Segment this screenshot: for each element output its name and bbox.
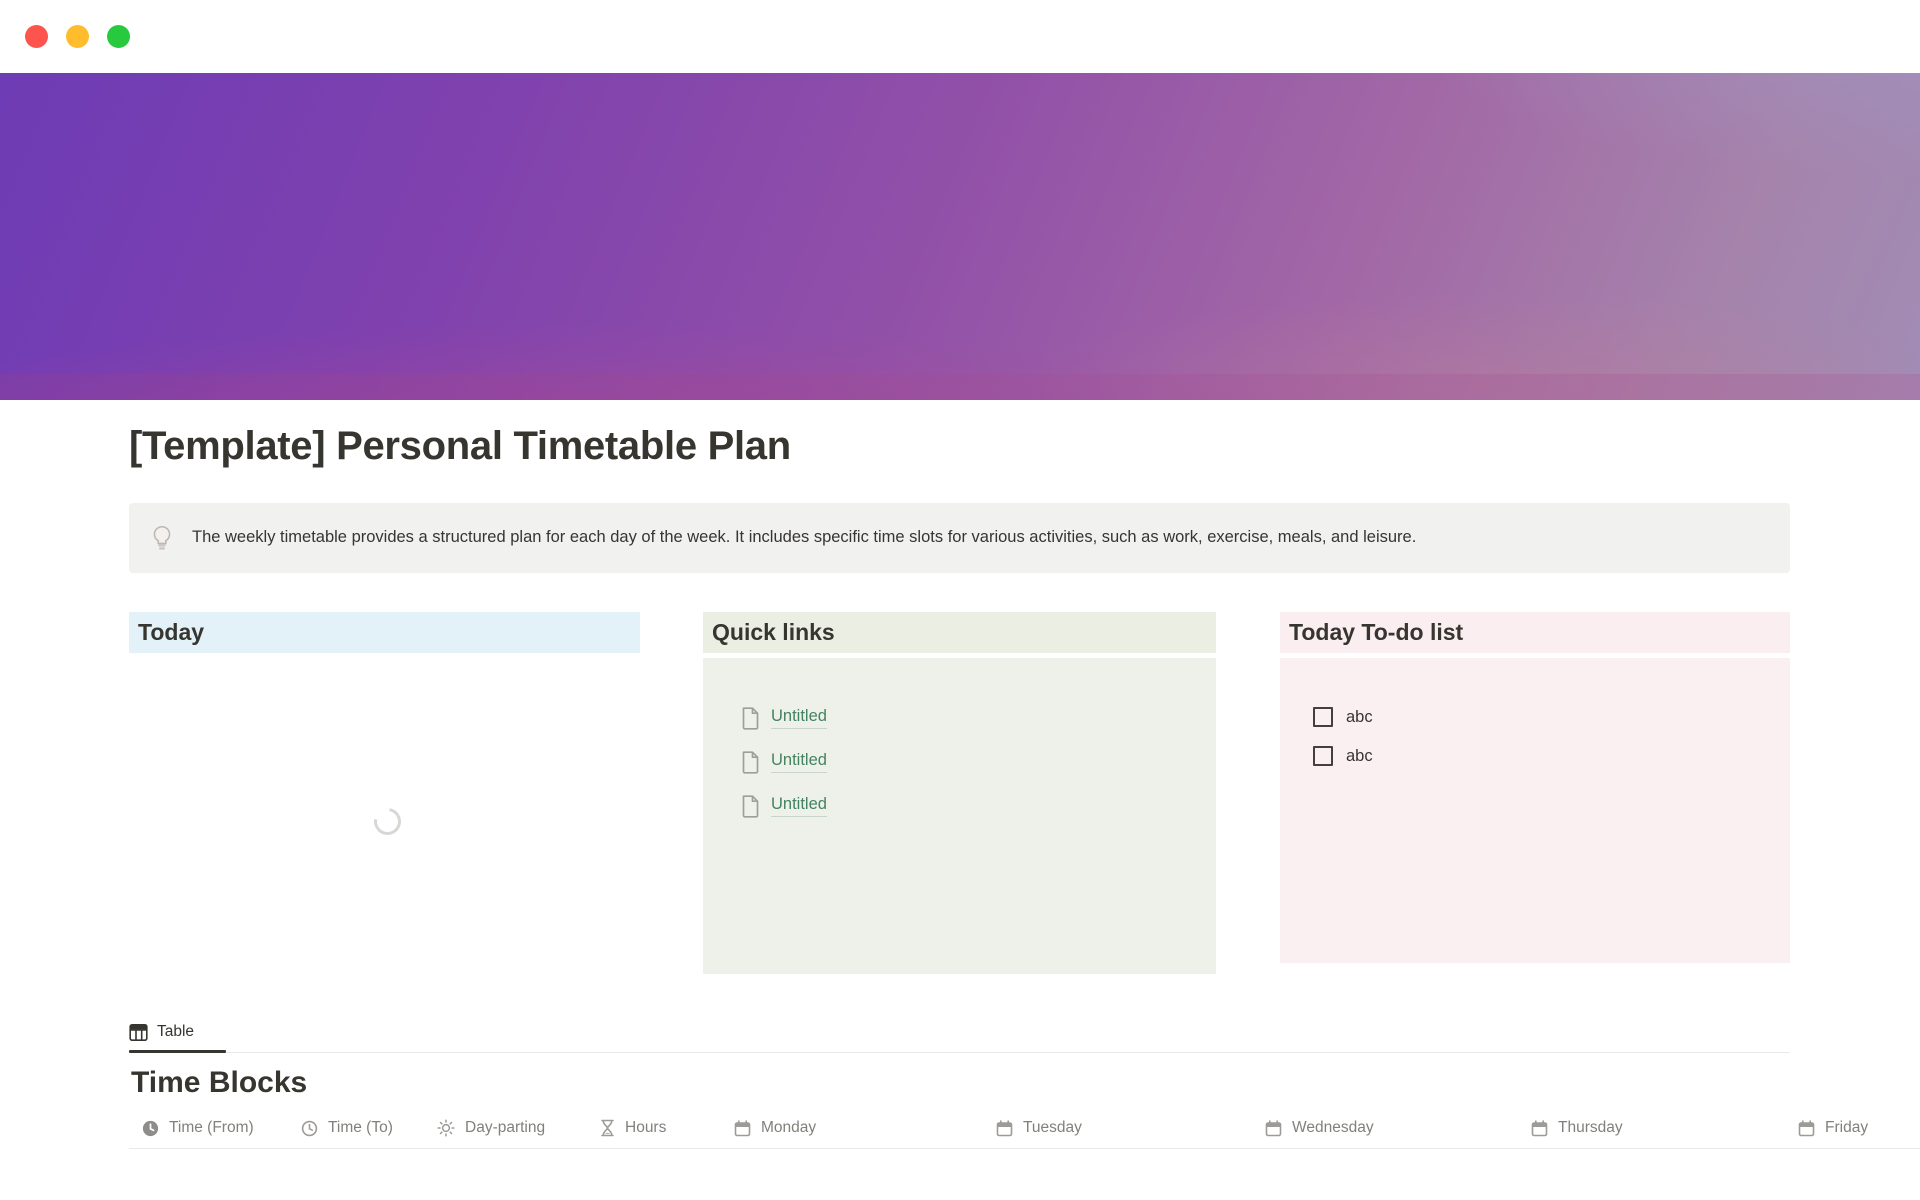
- quick-link-label[interactable]: Untitled: [771, 707, 827, 729]
- column-header-thursday[interactable]: Thursday: [1518, 1108, 1785, 1148]
- todo-section-header[interactable]: Today To-do list: [1280, 612, 1790, 653]
- tab-active-underline: [129, 1050, 226, 1053]
- quick-links-section-header[interactable]: Quick links: [703, 612, 1216, 653]
- quick-link-label[interactable]: Untitled: [771, 751, 827, 773]
- sun-icon: [437, 1119, 455, 1137]
- quick-link-item[interactable]: Untitled: [741, 704, 1216, 732]
- quick-link-item[interactable]: Untitled: [741, 792, 1216, 820]
- column-header-monday[interactable]: Monday: [721, 1108, 983, 1148]
- quick-links-panel: Untitled Untitled Untitled: [703, 658, 1216, 974]
- table-header-row: Time (From) Time (To) Day-parting: [129, 1108, 1920, 1149]
- column-header-tuesday[interactable]: Tuesday: [983, 1108, 1252, 1148]
- close-button[interactable]: [25, 25, 48, 48]
- column-header-time-from[interactable]: Time (From): [129, 1108, 288, 1148]
- callout-block[interactable]: The weekly timetable provides a structur…: [129, 503, 1790, 573]
- zoom-button[interactable]: [107, 25, 130, 48]
- column-header-time-to[interactable]: Time (To): [288, 1108, 424, 1148]
- lightbulb-icon: [149, 524, 175, 552]
- page-icon: [741, 706, 760, 730]
- calendar-icon: [1531, 1119, 1548, 1137]
- calendar-icon: [734, 1119, 751, 1137]
- todo-item: abc: [1313, 742, 1790, 770]
- todo-panel: abc abc: [1280, 658, 1790, 963]
- column-header-friday[interactable]: Friday: [1785, 1108, 1920, 1148]
- calendar-icon: [1798, 1119, 1815, 1137]
- column-header-day-parting[interactable]: Day-parting: [424, 1108, 587, 1148]
- page-cover-image[interactable]: [0, 73, 1920, 400]
- todo-checkbox[interactable]: [1313, 746, 1333, 766]
- tabbar-divider: [129, 1052, 1790, 1053]
- column-header-hours[interactable]: Hours: [587, 1108, 721, 1148]
- page-icon: [741, 750, 760, 774]
- clock-filled-icon: [142, 1120, 159, 1137]
- tab-table-label: Table: [157, 1023, 195, 1040]
- database-title[interactable]: Time Blocks: [131, 1066, 308, 1099]
- callout-text: The weekly timetable provides a structur…: [192, 528, 1417, 547]
- todo-checkbox[interactable]: [1313, 707, 1333, 727]
- loading-spinner: [368, 802, 407, 841]
- hourglass-icon: [600, 1119, 615, 1137]
- tab-table-view[interactable]: Table: [129, 1014, 194, 1050]
- todo-item: abc: [1313, 703, 1790, 731]
- column-header-wednesday[interactable]: Wednesday: [1252, 1108, 1518, 1148]
- calendar-icon: [1265, 1119, 1282, 1137]
- page-title[interactable]: [Template] Personal Timetable Plan: [129, 424, 791, 468]
- window-titlebar: [0, 0, 1920, 73]
- minimize-button[interactable]: [66, 25, 89, 48]
- calendar-icon: [996, 1119, 1013, 1137]
- clock-outline-icon: [301, 1120, 318, 1137]
- todo-label[interactable]: abc: [1346, 707, 1373, 726]
- todo-label[interactable]: abc: [1346, 746, 1373, 765]
- quick-link-item[interactable]: Untitled: [741, 748, 1216, 776]
- table-icon: [129, 1023, 148, 1042]
- today-section-header[interactable]: Today: [129, 612, 640, 653]
- quick-link-label[interactable]: Untitled: [771, 795, 827, 817]
- page-icon: [741, 794, 760, 818]
